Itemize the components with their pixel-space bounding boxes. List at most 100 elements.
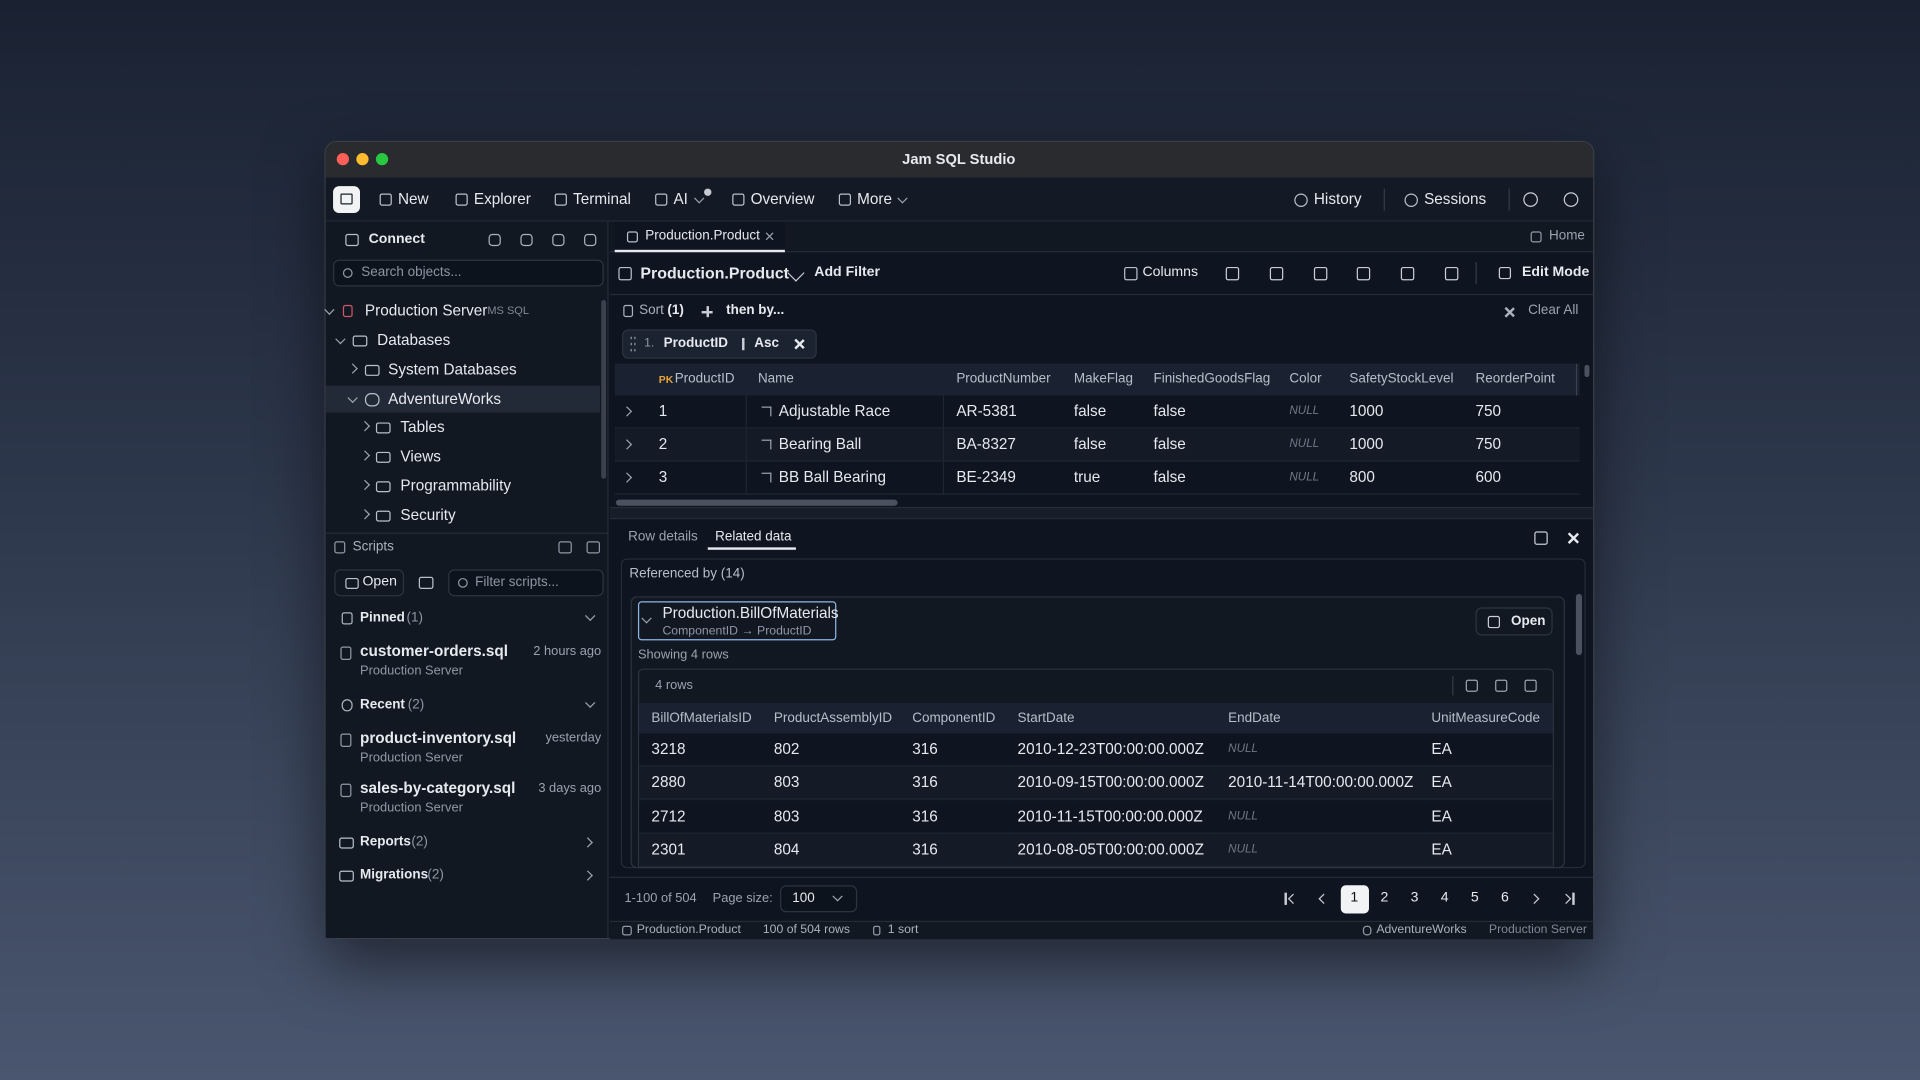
group-label[interactable]: Pinned (360, 610, 405, 626)
showing-rows: Showing 4 rows (637, 647, 729, 663)
tree-item[interactable]: Programmability (400, 477, 511, 495)
divider (1508, 188, 1510, 211)
cell: 803 (773, 807, 800, 825)
page-number[interactable]: 6 (1500, 890, 1509, 906)
related-row[interactable] (639, 800, 1553, 834)
grid-row[interactable] (614, 395, 1580, 429)
page-number[interactable]: 1 (1350, 890, 1359, 906)
window-control[interactable] (356, 153, 369, 166)
connect-label[interactable]: Connect (368, 231, 425, 247)
edit-mode[interactable]: Edit Mode (1522, 264, 1590, 280)
tree-item[interactable]: Production Server (364, 302, 488, 320)
folder-label[interactable]: Reports (360, 834, 411, 850)
tree-item[interactable]: Views (400, 447, 441, 465)
script-name[interactable]: product-inventory.sql (360, 729, 517, 747)
related-row[interactable] (639, 833, 1553, 867)
cell: false (1153, 402, 1186, 420)
toolbar-right[interactable]: History (1313, 190, 1362, 208)
icon (1465, 679, 1478, 692)
column-header[interactable]: Name (757, 371, 794, 387)
cell: false (1153, 435, 1186, 453)
script-name[interactable]: customer-orders.sql (360, 642, 509, 660)
icon (1403, 192, 1418, 207)
icon (1530, 230, 1542, 242)
page-active[interactable] (1340, 885, 1369, 914)
icon (655, 193, 668, 206)
open-label: Open (362, 574, 397, 590)
script-name[interactable]: sales-by-category.sql (360, 779, 516, 797)
icon (623, 304, 634, 318)
window-control[interactable] (375, 153, 389, 166)
tree-item[interactable]: AdventureWorks (388, 390, 502, 408)
relation-title-box[interactable] (637, 601, 837, 641)
then-by[interactable]: then by... (726, 303, 785, 318)
window-control[interactable] (336, 153, 349, 166)
tree-item[interactable]: System Databases (388, 360, 517, 379)
cell: 316 (912, 740, 938, 758)
cell: Adjustable Race (778, 402, 891, 420)
sort-chip[interactable] (622, 329, 817, 359)
icon (1524, 679, 1537, 692)
page-size-select[interactable] (780, 885, 858, 913)
tree-item[interactable]: Security (400, 506, 456, 524)
folder-label[interactable]: Migrations (360, 867, 429, 883)
column-header[interactable]: MakeFlag (1073, 371, 1134, 387)
icon (585, 541, 600, 554)
toolbar-item[interactable]: Overview (750, 190, 815, 208)
page-number[interactable]: 3 (1410, 890, 1419, 906)
toolbar-item[interactable]: Explorer (473, 190, 531, 208)
query-title: Production.Product (640, 263, 789, 283)
toolbar-item[interactable]: More (857, 190, 893, 208)
filter-box[interactable] (448, 569, 604, 597)
page-number[interactable]: 5 (1470, 890, 1479, 906)
clear-all[interactable]: Clear All (1528, 303, 1579, 318)
icon (1313, 266, 1327, 280)
related-row[interactable] (639, 766, 1553, 800)
page-number[interactable]: 4 (1440, 890, 1449, 906)
tree-item[interactable]: Tables (400, 418, 445, 436)
toolbar-item[interactable]: New (397, 190, 429, 208)
related-row[interactable] (639, 733, 1553, 767)
column-header[interactable]: ReorderPoint (1475, 371, 1555, 387)
home-link[interactable]: Home (1548, 228, 1585, 244)
toolbar-right[interactable]: Sessions (1424, 190, 1487, 208)
toolbar-item[interactable]: AI (673, 190, 688, 208)
cell: 2010-08-05T00:00:00.000Z (1017, 840, 1204, 858)
icon (364, 392, 380, 406)
script-server: Production Server (360, 663, 463, 679)
tree-item[interactable]: Databases (377, 331, 451, 349)
icon (584, 233, 597, 247)
home-button[interactable] (333, 186, 360, 214)
column-header[interactable]: ProductNumber (956, 371, 1051, 387)
column-header[interactable]: FinishedGoodsFlag (1153, 371, 1271, 387)
grid-row[interactable] (614, 461, 1580, 495)
col-sep (745, 461, 747, 495)
icon (333, 541, 345, 554)
icon (488, 233, 501, 247)
icon (1269, 266, 1283, 280)
tab[interactable] (614, 221, 785, 253)
add-filter[interactable]: Add Filter (814, 264, 881, 280)
column-header[interactable]: Color (1289, 371, 1322, 387)
page-size-value: 100 (792, 890, 815, 906)
icon (1563, 192, 1579, 207)
cell: EA (1431, 740, 1452, 758)
details-tab[interactable]: Related data (715, 529, 792, 545)
search-box[interactable] (333, 259, 604, 287)
group-label[interactable]: Recent (360, 697, 405, 713)
column-header[interactable]: SafetyStockLevel (1349, 371, 1454, 387)
toolbar-item[interactable]: Terminal (573, 190, 631, 208)
icon (626, 230, 638, 242)
page-number[interactable]: 2 (1380, 890, 1389, 906)
folder-count: (2) (411, 834, 428, 850)
details-tab[interactable]: Row details (628, 529, 698, 545)
grid-row[interactable] (614, 428, 1580, 462)
column-header[interactable]: ProductID (674, 371, 735, 387)
icon (339, 870, 354, 882)
open-button[interactable] (334, 569, 405, 597)
open-related[interactable] (1475, 607, 1553, 636)
icon (375, 480, 391, 492)
icon (364, 364, 380, 376)
columns-button[interactable]: Columns (1142, 264, 1199, 280)
